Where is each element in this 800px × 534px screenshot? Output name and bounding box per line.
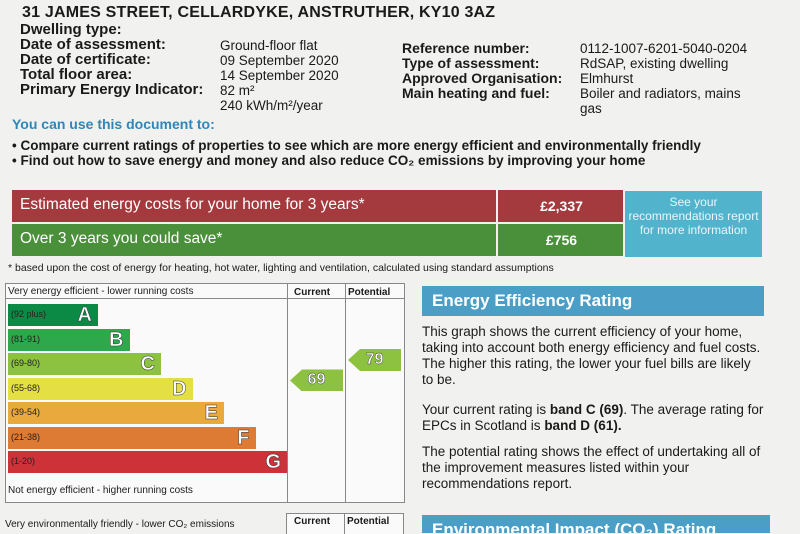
env-col-potential: Potential (347, 516, 390, 527)
header-divider (6, 298, 404, 299)
value-floor-area: 82 m² (220, 83, 255, 98)
value-date-certificate: 14 September 2020 (220, 68, 339, 83)
label-primary-energy: Primary Energy Indicator: (20, 81, 204, 98)
eer-p3: The potential rating shows the effect of… (422, 444, 761, 491)
eer-p2-d: band D (61). (544, 418, 622, 433)
env-title: Environmental Impact (CO₂) Rating (422, 515, 770, 533)
details-left-values: Ground-floor flat 09 September 2020 14 S… (220, 38, 400, 113)
details-right-values: 0112-1007-6201-5040-0204 RdSAP, existing… (580, 41, 790, 116)
value-heating: Boiler and radiators, mains gas (580, 86, 741, 116)
eer-p2-b: band C (69) (549, 402, 624, 417)
label-dwelling-type: Dwelling type: (20, 21, 122, 38)
details-right-labels: Reference number: Type of assessment: Ap… (402, 41, 577, 101)
band-letter: C (140, 353, 155, 376)
band-range: (81-91) (11, 333, 41, 344)
band-d: (55-68) D (8, 377, 193, 400)
label-approved-org: Approved Organisation: (402, 70, 563, 86)
energy-rating-chart: Very energy efficient - lower running co… (5, 283, 405, 503)
band-range: (69-80) (11, 358, 41, 368)
col-current-head: Current (294, 287, 331, 298)
eer-panel: Energy Efficiency Rating (422, 286, 764, 316)
label-floor-area: Total floor area: (20, 66, 133, 83)
col-potential-head: Potential (348, 287, 391, 298)
label-heating: Main heating and fuel: (402, 85, 550, 101)
bullet-list: • Compare current ratings of properties … (12, 138, 792, 168)
value-reference: 0112-1007-6201-5040-0204 (580, 41, 748, 56)
band-letter: F (237, 426, 250, 449)
estimated-costs-row: Estimated energy costs for your home for… (12, 190, 623, 222)
savings-value: £756 (496, 224, 625, 256)
band-range: (55-68) (11, 382, 41, 393)
env-col-current: Current (294, 516, 331, 527)
band-letter: D (172, 377, 187, 400)
band-range: (92 plus) (11, 309, 47, 319)
bullet-find-out-text: Find out how to save energy and money an… (20, 153, 646, 168)
details-left-labels: Dwelling type: Date of assessment: Date … (20, 22, 230, 97)
savings-row: Over 3 years you could save* £756 (12, 224, 623, 256)
potential-rating-value: 79 (365, 351, 384, 369)
band-g: (1-20) G (8, 451, 287, 473)
band-b: (81-91) B (8, 328, 130, 351)
potential-rating-arrow: 79 (348, 349, 401, 372)
value-dwelling-type: Ground-floor flat (220, 38, 318, 53)
bullet-compare: • Compare current ratings of properties … (12, 138, 701, 153)
value-primary-energy: 240 kWh/m²/year (220, 98, 323, 113)
chart-bottom-label: Not energy efficient - higher running co… (8, 485, 193, 496)
band-letter: E (204, 402, 218, 425)
eer-p2-c: . The average rating for EPCs in Scotlan… (422, 402, 764, 433)
chart-top-label: Very energy efficient - lower running co… (8, 286, 194, 297)
use-document-title: You can use this document to: (12, 116, 215, 132)
env-panel: Environmental Impact (CO₂) Rating (422, 515, 770, 533)
cost-footnote: * based upon the cost of energy for heat… (8, 262, 554, 274)
divider-potential (345, 284, 346, 502)
eer-text: This graph shows the current efficiency … (422, 324, 764, 492)
env-divider (344, 514, 345, 534)
savings-label: Over 3 years you could save* (20, 230, 223, 247)
eer-p1: This graph shows the current efficiency … (422, 324, 761, 387)
property-address: 31 JAMES STREET, CELLARDYKE, ANSTRUTHER,… (22, 4, 496, 21)
band-letter: B (109, 328, 124, 351)
label-date-certificate: Date of certificate: (20, 51, 151, 68)
label-date-assessment: Date of assessment: (20, 36, 166, 53)
env-top-label: Very environmentally friendly - lower CO… (5, 519, 235, 530)
divider-current (287, 284, 288, 502)
current-rating-arrow: 69 (290, 369, 343, 392)
value-date-assessment: 09 September 2020 (220, 53, 339, 68)
band-letter: A (77, 304, 92, 327)
eer-p2: Your current rating is band C (69). The … (422, 402, 764, 434)
estimated-costs-label: Estimated energy costs for your home for… (20, 196, 365, 213)
estimated-costs-value: £2,337 (496, 190, 625, 222)
env-chart-header: Current Potential (286, 513, 404, 534)
band-e: (39-54) E (8, 402, 224, 424)
band-letter: G (265, 451, 281, 474)
eer-title: Energy Efficiency Rating (422, 286, 764, 316)
see-recommendations-note: See your recommendations report for more… (625, 191, 762, 257)
label-assessment-type: Type of assessment: (402, 55, 540, 71)
eer-p2-a: Your current rating is (422, 402, 550, 417)
label-reference: Reference number: (402, 40, 530, 56)
band-a: (92 plus) A (8, 304, 98, 326)
current-rating-value: 69 (307, 371, 326, 389)
value-assessment-type: RdSAP, existing dwelling (580, 56, 729, 71)
band-range: (39-54) (11, 407, 41, 417)
value-approved-org: Elmhurst (580, 71, 634, 86)
band-range: (21-38) (11, 431, 41, 442)
band-f: (21-38) F (8, 426, 256, 449)
bullet-compare-text: Compare current ratings of properties to… (20, 138, 701, 153)
band-range: (1-20) (11, 456, 36, 466)
band-c: (69-80) C (8, 353, 161, 375)
bullet-find-out: • Find out how to save energy and money … (12, 153, 646, 168)
